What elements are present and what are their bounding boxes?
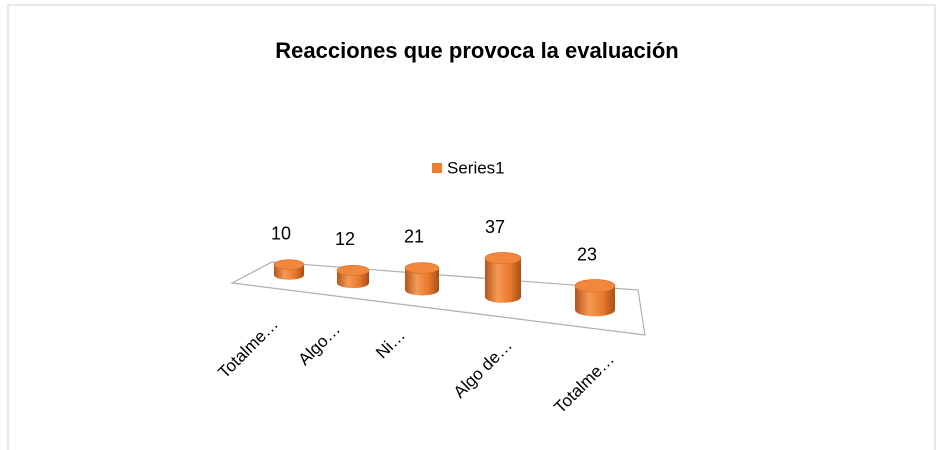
data-label: 23	[577, 245, 597, 265]
x-tick-label: Totalme…	[550, 350, 618, 418]
x-tick-label: Totalme…	[214, 315, 282, 383]
bar	[575, 285, 615, 317]
bar	[485, 258, 521, 303]
bar-top	[484, 252, 522, 265]
bar-top	[404, 262, 440, 274]
data-label: 21	[404, 227, 424, 247]
data-label: 37	[485, 217, 505, 237]
bar-top	[574, 279, 616, 293]
bar	[337, 270, 369, 289]
x-tick-label: Algo de…	[450, 336, 516, 402]
bar-top	[273, 259, 305, 270]
legend-label: Series1	[447, 158, 505, 177]
data-label: 10	[271, 223, 291, 243]
chart-border	[7, 4, 936, 450]
x-tick-label: Ni…	[372, 326, 409, 363]
bar	[274, 264, 304, 280]
data-label: 12	[335, 229, 355, 249]
x-tick-label: Algo…	[294, 320, 344, 370]
chart-title: Reacciones que provoca la evaluación	[275, 38, 679, 63]
bar	[405, 267, 439, 296]
bar-top	[336, 264, 370, 276]
legend-swatch	[432, 163, 442, 173]
